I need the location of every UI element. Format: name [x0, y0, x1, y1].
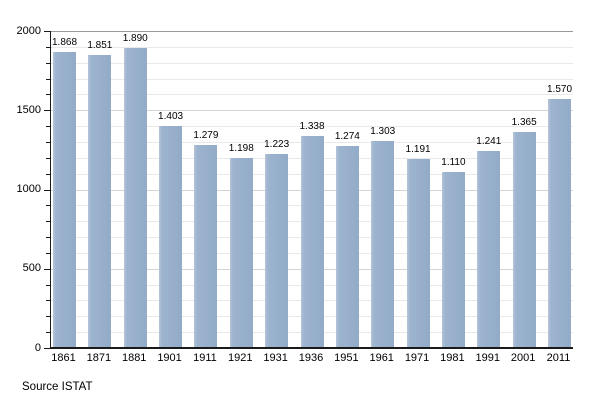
x-axis-label: 1881	[121, 352, 147, 364]
bar-value-label: 1.274	[334, 131, 360, 143]
x-axis-label: 1861	[51, 352, 76, 364]
y-axis-label: 2000	[16, 24, 41, 37]
y-tick	[46, 237, 50, 239]
y-tick	[46, 78, 50, 80]
y-gridline	[51, 126, 573, 128]
bar-value-label: 1.198	[228, 143, 254, 155]
x-axis-label: 2001	[510, 352, 536, 364]
bar-1861	[53, 51, 76, 348]
x-axis-label: 1936	[298, 352, 324, 364]
bar-value-label: 1.241	[476, 136, 502, 148]
x-axis-label: 1991	[475, 352, 501, 364]
y-tick	[44, 189, 50, 191]
y-gridline	[51, 78, 573, 80]
y-tick	[44, 268, 50, 270]
y-tick	[46, 300, 50, 302]
bar-value-label: 1.303	[370, 126, 396, 138]
source-label: Source ISTAT	[22, 381, 93, 393]
bar-value-label: 1.365	[511, 116, 537, 128]
y-tick	[44, 110, 50, 112]
y-tick	[46, 141, 50, 143]
x-axis-label: 1911	[193, 352, 217, 364]
y-gridline	[51, 110, 573, 112]
y-tick	[46, 252, 50, 254]
x-axis-label: 1921	[228, 352, 253, 364]
x-axis-label: 1951	[334, 352, 359, 364]
bar-value-label: 1.191	[405, 144, 431, 156]
y-axis-label: 500	[22, 262, 41, 275]
bar-2001	[512, 131, 536, 348]
bar-1971	[406, 159, 430, 348]
bar-1921	[229, 158, 253, 348]
x-axis-label: 1901	[157, 352, 182, 364]
bar-2011	[548, 99, 571, 348]
x-axis-label: 1961	[369, 352, 394, 364]
y-gridline	[51, 94, 573, 96]
y-tick	[46, 316, 50, 318]
bar-1901	[159, 125, 183, 348]
y-tick	[46, 332, 50, 334]
bar-value-label: 1.851	[87, 39, 113, 51]
y-tick	[46, 46, 50, 48]
x-axis-label: 1931	[263, 352, 288, 364]
bar-value-label: 1.403	[158, 110, 184, 122]
y-tick	[44, 31, 50, 32]
y-tick	[44, 348, 50, 349]
x-axis-label: 1971	[404, 352, 430, 364]
bar-1871	[88, 54, 112, 348]
bar-1881	[123, 48, 147, 348]
x-axis-line	[50, 347, 573, 349]
bar-value-label: 1.570	[546, 84, 573, 96]
y-tick	[46, 173, 50, 175]
y-tick	[46, 62, 50, 64]
bar-1961	[371, 141, 395, 348]
bar-1981	[441, 172, 465, 348]
bar-1931	[265, 154, 289, 348]
bar-value-label: 1.110	[441, 157, 466, 169]
y-tick	[46, 94, 50, 96]
bar-value-label: 1.279	[193, 130, 219, 142]
y-tick	[46, 284, 50, 286]
y-axis-label: 0	[34, 341, 41, 354]
x-axis-label: 1981	[440, 352, 465, 364]
bar-value-label: 1.890	[122, 33, 148, 45]
bar-1951	[335, 146, 359, 348]
plot-area: 1.868 1.851 1.890 1.403 1.279 1.198 1.223 1.338…	[50, 31, 573, 348]
bar-value-label: 1.868	[51, 36, 78, 48]
y-tick	[46, 157, 50, 159]
bar-1991	[477, 151, 501, 348]
y-tick	[46, 126, 50, 128]
y-axis-label: 1500	[16, 103, 41, 116]
x-axis-label: 2011	[546, 352, 571, 364]
x-axis-label: 1871	[86, 352, 112, 364]
y-gridline-top	[51, 31, 573, 32]
bar-value-label: 1.338	[299, 120, 325, 132]
bar-1911	[194, 145, 218, 348]
bar-value-label: 1.223	[264, 139, 290, 151]
y-gridline	[51, 46, 573, 48]
y-gridline	[51, 62, 573, 64]
y-tick	[46, 221, 50, 223]
bar-1936	[300, 135, 324, 348]
y-axis-label: 1000	[16, 183, 41, 195]
y-tick	[46, 205, 50, 207]
